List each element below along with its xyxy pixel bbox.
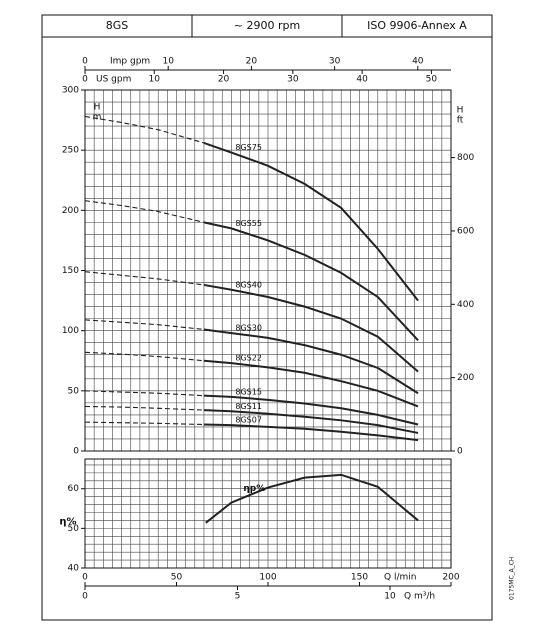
top-tick-label: 10 (162, 57, 174, 67)
curve-label: 8GS15 (235, 387, 262, 396)
x2-tick-label: 5 (235, 592, 241, 602)
top-tick-label: 20 (246, 57, 258, 67)
x2-tick-label: 0 (82, 592, 88, 602)
curve (203, 409, 419, 434)
curve-label: 8GS07 (235, 416, 262, 425)
y2-axis-label: ft (457, 116, 464, 126)
top-tick-label: 20 (218, 75, 230, 85)
y2-tick-label: 400 (457, 300, 474, 310)
curve (203, 328, 419, 395)
y-tick-label: 50 (68, 386, 80, 396)
y-tick-label: 40 (68, 564, 80, 574)
curve-label: ηp% (243, 484, 265, 494)
drawing-code: 0175MC_A_CH (509, 557, 516, 600)
curve-dashed (84, 421, 204, 426)
curve-label: 8GS55 (235, 219, 262, 228)
curve-label: 8GS22 (235, 354, 262, 363)
y2-axis-label: H (457, 106, 464, 116)
header-cell: ISO 9906-Annex A (367, 19, 467, 32)
curve-dashed (84, 405, 204, 411)
top-tick-label: 30 (287, 75, 299, 85)
curve (203, 142, 419, 302)
x-tick-label: 100 (259, 573, 276, 583)
y2-tick-label: 800 (457, 153, 474, 163)
y-axis-label: η% (59, 517, 76, 528)
curve-label: 8GS75 (235, 143, 262, 152)
x2-axis-label: Q m³/h (404, 592, 435, 602)
curve (203, 359, 419, 408)
y-tick-label: 200 (62, 206, 79, 216)
y2-tick-label: 200 (457, 373, 474, 383)
outer-frame (41, 14, 493, 621)
top-tick-label: 30 (329, 57, 341, 67)
top-tick-label: 0 (82, 57, 88, 67)
curve-dashed (84, 351, 205, 362)
curve (205, 473, 419, 524)
top-tick-label: 10 (149, 75, 161, 85)
plot-frame (84, 458, 452, 569)
y2-tick-label: 0 (457, 447, 463, 457)
curve-dashed (84, 390, 204, 397)
x-tick-label: 150 (351, 573, 368, 583)
x-axis-label: Q l/min (384, 573, 416, 583)
x-tick-label: 200 (442, 573, 459, 583)
curve (203, 283, 419, 373)
x-tick-label: 0 (82, 573, 88, 583)
y-tick-label: 60 (68, 484, 80, 494)
curve-label: 8GS40 (235, 280, 262, 289)
top-tick-label: 40 (356, 75, 368, 85)
top-axis-label: Imp gpm (110, 57, 150, 67)
y-axis-label: H (94, 103, 101, 113)
curve (203, 394, 419, 426)
curve-dashed (84, 115, 205, 144)
y-tick-label: 0 (73, 447, 79, 457)
header-cell: ~ 2900 rpm (234, 19, 300, 32)
y-tick-label: 300 (62, 86, 79, 96)
top-tick-label: 0 (82, 75, 88, 85)
curve-label: 8GS11 (235, 402, 262, 411)
curve-label: 8GS30 (235, 324, 262, 333)
curve-dashed (84, 319, 205, 331)
curve-dashed (84, 271, 205, 286)
header-cell: 8GS (106, 19, 129, 32)
y-tick-label: 250 (62, 146, 79, 156)
x-tick-label: 50 (171, 573, 183, 583)
top-axis-label: US gpm (96, 75, 131, 85)
curve (203, 221, 419, 341)
y-tick-label: 150 (62, 266, 79, 276)
y2-tick-label: 600 (457, 226, 474, 236)
curve (203, 423, 419, 442)
top-tick-label: 50 (426, 75, 438, 85)
y-tick-label: 50 (68, 524, 80, 534)
y-tick-label: 100 (62, 326, 79, 336)
top-tick-label: 40 (412, 57, 424, 67)
curve-dashed (84, 200, 205, 223)
y-axis-label: m (93, 113, 102, 123)
x2-tick-label: 10 (384, 592, 396, 602)
